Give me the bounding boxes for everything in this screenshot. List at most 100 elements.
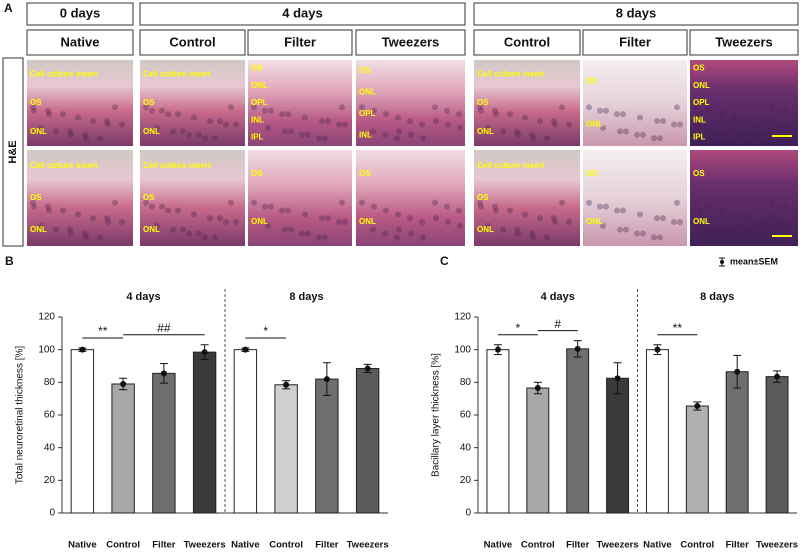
- nucleus-texture: [38, 222, 44, 229]
- nucleus-texture: [342, 121, 348, 128]
- x-tick-label: Control: [106, 540, 140, 551]
- nucleus-texture: [336, 121, 342, 128]
- bar: [315, 378, 339, 514]
- nucleus-texture: [782, 107, 788, 114]
- image-label: Cell culture insert: [30, 69, 98, 78]
- y-tick-label: 80: [460, 377, 472, 388]
- nucleus-texture: [285, 207, 291, 214]
- nucleus-texture: [515, 230, 521, 237]
- image-label: OS: [586, 77, 598, 86]
- image-label: IPL: [693, 133, 706, 142]
- y-tick-label: 0: [49, 508, 55, 519]
- nucleus-texture: [551, 215, 557, 222]
- nucleus-texture: [745, 215, 751, 222]
- histology-image: [583, 150, 687, 246]
- image-label: OPL: [251, 98, 268, 107]
- nucleus-texture: [75, 211, 81, 218]
- nucleus-texture: [537, 118, 543, 125]
- nucleus-texture: [251, 104, 257, 111]
- image-label: OS: [477, 193, 489, 202]
- nucleus-texture: [657, 135, 663, 142]
- nucleus-texture: [382, 131, 388, 138]
- mean-dot: [614, 375, 621, 382]
- nucleus-texture: [282, 226, 288, 233]
- legend-label: mean±SEM: [730, 256, 778, 266]
- panel-label: B: [5, 254, 14, 268]
- column-title: Filter: [619, 34, 651, 49]
- x-tick-label: Tweezers: [597, 540, 639, 551]
- nucleus-texture: [265, 222, 271, 229]
- nucleus-texture: [637, 211, 643, 218]
- nucleus-texture: [756, 234, 762, 241]
- y-tick-label: 80: [44, 377, 56, 388]
- mean-dot: [283, 381, 290, 388]
- x-tick-label: Native: [231, 540, 260, 551]
- nucleus-texture: [68, 230, 74, 237]
- nucleus-texture: [634, 230, 640, 237]
- nucleus-texture: [522, 211, 528, 218]
- nucleus-texture: [507, 111, 513, 118]
- nucleus-texture: [396, 226, 402, 233]
- nucleus-texture: [316, 234, 322, 241]
- nucleus-texture: [677, 219, 683, 225]
- y-tick-label: 60: [460, 410, 472, 421]
- image-label: ONL: [143, 225, 160, 234]
- nucleus-texture: [529, 131, 535, 138]
- nucleus-texture: [719, 111, 725, 118]
- image-label: Cell culture insert: [143, 161, 211, 170]
- nucleus-texture: [640, 131, 646, 138]
- nucleus-texture: [191, 211, 197, 218]
- histology-image: [27, 60, 133, 146]
- column-box: [473, 29, 581, 56]
- nucleus-texture: [305, 131, 311, 138]
- nucleus-texture: [90, 215, 96, 222]
- nucleus-texture: [302, 211, 308, 218]
- image-label: OS: [30, 193, 42, 202]
- nucleus-texture: [559, 104, 565, 111]
- group-title: 0 days: [60, 5, 100, 20]
- nucleus-texture: [671, 219, 677, 225]
- bar: [192, 351, 217, 514]
- mean-dot: [494, 346, 501, 353]
- image-label: INL: [693, 115, 706, 124]
- nucleus-texture: [614, 111, 620, 118]
- x-tick-label: Control: [269, 540, 303, 551]
- nucleus-texture: [217, 215, 223, 222]
- nucleus-texture: [566, 219, 572, 225]
- nucleus-texture: [456, 111, 462, 118]
- nucleus-texture: [75, 114, 81, 121]
- histology-image: [474, 60, 580, 146]
- nucleus-texture: [170, 128, 176, 135]
- nucleus-texture: [586, 199, 592, 206]
- histology-image: [248, 150, 352, 246]
- nucleus-texture: [149, 203, 155, 210]
- image-label: OS: [143, 193, 155, 202]
- nucleus-texture: [537, 215, 543, 222]
- nucleus-texture: [600, 124, 606, 131]
- nucleus-texture: [31, 107, 37, 114]
- nucleus-texture: [228, 104, 234, 111]
- bar: [606, 377, 630, 514]
- y-tick-label: 40: [44, 442, 56, 453]
- nucleus-texture: [359, 199, 365, 206]
- nucleus-texture: [302, 114, 308, 121]
- nucleus-texture: [45, 107, 51, 114]
- nucleus-texture: [408, 131, 414, 138]
- nucleus-texture: [165, 111, 171, 118]
- column-box: [26, 29, 134, 56]
- group-title: 4 days: [126, 291, 160, 303]
- nucleus-texture: [186, 230, 192, 237]
- nucleus-texture: [432, 104, 438, 111]
- column-box: [582, 29, 688, 56]
- nucleus-texture: [660, 215, 666, 222]
- nucleus-texture: [674, 199, 680, 206]
- nucleus-texture: [212, 135, 218, 142]
- column-title: Filter: [284, 34, 316, 49]
- nucleus-texture: [500, 128, 506, 135]
- nucleus-texture: [671, 121, 677, 128]
- nucleus-texture: [457, 222, 463, 229]
- bar: [526, 387, 550, 514]
- nucleus-texture: [395, 114, 401, 121]
- group-box: [139, 2, 466, 26]
